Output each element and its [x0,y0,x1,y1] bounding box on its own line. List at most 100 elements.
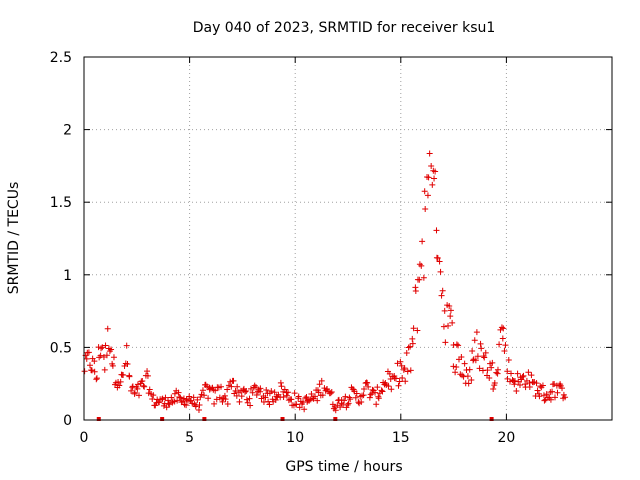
data-point [288,396,295,403]
x-tick-label: 10 [286,430,304,446]
data-point [278,383,285,390]
data-point [526,383,533,390]
data-point [253,384,260,391]
data-point [372,389,379,396]
data-point [228,383,235,390]
data-point [369,386,376,393]
data-point [222,396,229,403]
data-point [211,400,218,407]
data-point [547,396,554,403]
x-tick-label: 0 [80,430,89,446]
data-point [308,391,315,398]
data-point [296,404,303,411]
data-point [213,396,220,403]
data-point [165,397,172,404]
data-point [109,362,116,369]
data-point [405,344,412,351]
data-point [496,341,503,348]
data-point [171,398,178,405]
data-point [491,379,498,386]
data-point [88,367,95,374]
data-point [291,390,298,397]
data-point [361,385,368,392]
data-point [116,382,123,389]
data-point [477,340,484,347]
data-point [501,347,508,354]
data-point [429,181,436,188]
data-point [515,378,522,385]
data-point [232,387,239,394]
data-point [175,389,182,396]
data-point [140,382,147,389]
x-tick-label: 15 [392,430,410,446]
data-point [445,322,452,329]
data-point [257,385,264,392]
data-point [156,399,163,406]
data-point [500,325,507,332]
y-tick-label: 0 [63,413,72,429]
data-point [469,347,476,354]
data-point [486,375,493,382]
outlier-point [96,417,101,421]
data-point [314,397,321,404]
data-point [402,378,409,385]
outlier-point [489,417,494,421]
data-point [453,341,460,348]
data-point [373,401,380,408]
data-point [263,386,270,393]
data-point [536,393,543,400]
data-point [281,386,288,393]
data-point [540,392,547,399]
data-point [212,387,219,394]
data-point [471,337,478,344]
data-point [295,393,302,400]
data-point [242,388,249,395]
data-point [100,353,107,360]
data-point [253,392,260,399]
data-point [246,395,253,402]
data-point [124,361,131,368]
data-point [99,344,106,351]
data-point [438,292,445,299]
data-point [126,373,133,380]
data-point [352,394,359,401]
data-point [494,366,501,373]
data-point [283,392,290,399]
data-point [518,376,525,383]
data-point [224,400,231,407]
data-point [461,360,468,367]
data-point [120,371,127,378]
data-point [243,387,250,394]
data-point [98,345,105,352]
data-point [436,258,443,265]
data-point [498,324,505,331]
data-point [171,390,178,397]
data-point [201,392,208,399]
data-point [135,392,142,399]
data-point [341,397,348,404]
data-point [449,319,456,326]
data-point [177,394,184,401]
data-point [139,377,146,384]
data-point [416,261,423,268]
data-point [474,353,481,360]
chart-title: Day 040 of 2023, SRMTID for receiver ksu… [193,20,496,36]
data-point [353,390,360,397]
data-point [422,205,429,212]
data-point [179,398,186,405]
data-point [441,307,448,314]
data-point [129,383,136,390]
data-point [554,389,561,396]
data-point [165,400,172,407]
data-point [488,364,495,371]
y-tick-label: 1 [63,268,72,284]
data-point [543,391,550,398]
data-point [379,388,386,395]
data-point [490,386,497,393]
data-point [420,274,427,281]
data-point [525,369,532,376]
data-point [513,387,520,394]
data-point [293,401,300,408]
data-point [416,276,423,283]
data-point [360,392,367,399]
